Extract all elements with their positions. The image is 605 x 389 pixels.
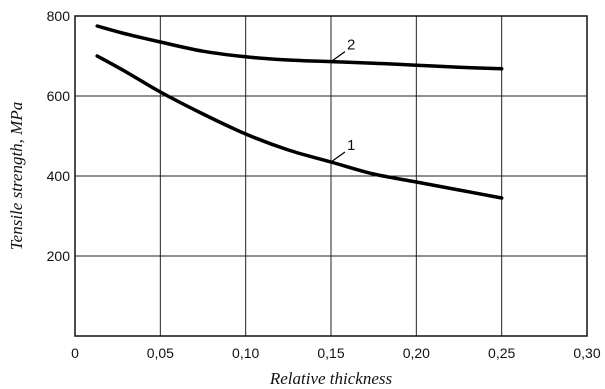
curves: 12 [95, 24, 504, 200]
grid [75, 16, 587, 336]
y-tick-label: 800 [47, 8, 71, 24]
y-tick-label: 600 [47, 88, 71, 104]
x-tick-label: 0,25 [488, 345, 515, 361]
x-tick-label: 0,30 [573, 345, 600, 361]
series-2-line [95, 24, 504, 71]
x-tick-label: 0,20 [403, 345, 430, 361]
x-axis-title: Relative thickness [269, 369, 393, 388]
plot-frame [74, 15, 588, 337]
series-2-leader [330, 51, 346, 63]
series-1-line [95, 54, 504, 200]
y-tick-label: 200 [47, 248, 71, 264]
series-1-leader [330, 151, 346, 163]
series-1-label: 1 [347, 137, 355, 154]
x-tick-label: 0,05 [147, 345, 174, 361]
x-tick-label: 0,10 [232, 345, 259, 361]
x-tick-label: 0 [71, 345, 79, 361]
y-tick-label: 400 [47, 168, 71, 184]
y-axis-title: Tensile strength, MPa [7, 102, 26, 250]
x-tick-label: 0,15 [317, 345, 344, 361]
tick-labels: 0 0,05 0,10 0,15 0,20 0,25 0,30 200 400 600 800 [47, 8, 601, 361]
series-2-label: 2 [347, 37, 355, 54]
